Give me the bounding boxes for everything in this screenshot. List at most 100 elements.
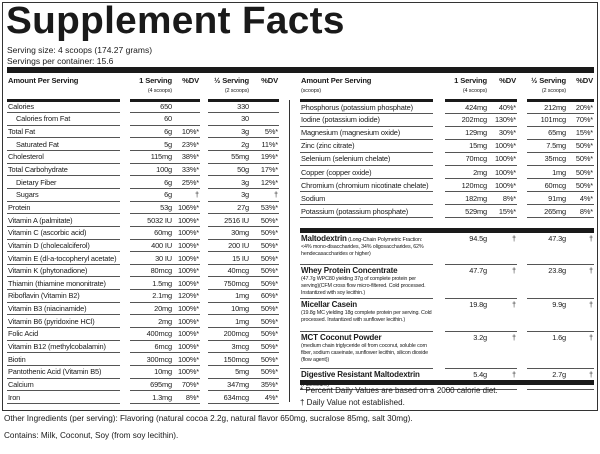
dv-1-serving: †: [488, 298, 517, 332]
nutrient-name: Vitamin A (palmitate): [7, 213, 120, 227]
amount-1-serving: 650: [130, 100, 173, 114]
dv-half-serving: 50%*: [250, 314, 279, 329]
dv-1-serving: 100%*: [488, 165, 517, 180]
dv-half-serving: 8%*: [567, 204, 594, 219]
nutrient-row: Selenium (selenium chelate) 70mcg 100%* 3…: [300, 152, 594, 166]
dv-half-serving: 60%*: [250, 289, 279, 303]
amount-half-serving: 3mcg: [208, 340, 250, 354]
amount-1-serving: 19.8g: [445, 298, 488, 332]
nutrient-name: Vitamin C (ascorbic acid): [7, 226, 120, 240]
dv-1-serving: 23%*: [173, 137, 200, 152]
nutrient-name: Riboflavin (Vitamin B2): [7, 289, 120, 303]
header-dv2: %DV: [250, 76, 279, 102]
dv-1-serving: 100%*: [173, 352, 200, 366]
amount-half-serving: 101mcg: [527, 113, 567, 127]
dv-half-serving: 50%*: [250, 226, 279, 240]
dv-half-serving: 4%*: [250, 390, 279, 404]
header-serving1: 1 Serving (4 scoops): [130, 76, 173, 102]
nutrient-row: Calcium 695mg 70%* 347mg 35%*: [7, 378, 279, 392]
nutrient-name: Pantothenic Acid (Vitamin B5): [7, 365, 120, 379]
nutrient-row: Potassium (potassium phosphate) 529mg 15%…: [300, 204, 594, 219]
dv-1-serving: 38%*: [173, 150, 200, 164]
amount-1-serving: 80mcg: [130, 264, 173, 278]
dv-half-serving: 50%*: [250, 239, 279, 253]
dv-half-serving: 50%*: [567, 165, 594, 180]
amount-1-serving: 129mg: [445, 126, 488, 140]
thick-divider: [7, 67, 594, 73]
nutrient-name: Calories from Fat: [7, 112, 120, 126]
nutrient-row: Vitamin B3 (niacinamide) 20mg 100%* 10mg 5…: [7, 302, 279, 316]
amount-half-serving: 1mg: [208, 314, 250, 329]
nutrient-row: Iron 1.3mg 8%* 634mcg 4%*: [7, 390, 279, 404]
right-nutrient-table: Amount Per Serving (scoops) 1 Serving (4 s…: [300, 76, 594, 219]
amount-half-serving: 15 IU: [208, 251, 250, 265]
amount-half-serving: 2.7g: [527, 368, 567, 390]
amount-half-serving: 200 IU: [208, 239, 250, 253]
header-amount: Amount Per Serving (scoops): [300, 76, 433, 102]
nutrient-row: Dietary Fiber 6g 25%* 3g 12%*: [7, 175, 279, 189]
nutrient-row: Riboflavin (Vitamin B2) 2.1mg 120%* 1mg 60…: [7, 289, 279, 303]
dv-half-serving: 50%*: [250, 327, 279, 341]
dv-1-serving: †: [488, 264, 517, 299]
amount-1-serving: 10mg: [130, 365, 173, 379]
footnote-percent-dv: * Percent Daily Values are based on a 20…: [300, 386, 498, 395]
amount-1-serving: 3.2g: [445, 331, 488, 369]
dv-half-serving: 50%*: [250, 251, 279, 265]
amount-half-serving: 200mcg: [208, 327, 250, 341]
dv-half-serving: 50%*: [567, 178, 594, 193]
amount-1-serving: 695mg: [130, 378, 173, 392]
dv-1-serving: 100%*: [173, 213, 200, 227]
dv-half-serving: 50%*: [250, 213, 279, 227]
dv-half-serving: †: [567, 264, 594, 299]
amount-half-serving: 330: [208, 100, 250, 114]
dv-half-serving: 12%*: [250, 175, 279, 189]
nutrient-row: Total Carbohydrate 100g 33%* 50g 17%*: [7, 163, 279, 177]
dv-half-serving: †: [567, 331, 594, 369]
nutrient-row: Iodine (potassium iodide) 202mcg 130%* 10…: [300, 113, 594, 127]
blend-description: (47.7g WPC80 yielding 37g of complete pr…: [301, 275, 426, 296]
amount-half-serving: 212mg: [527, 100, 567, 114]
nutrient-name: Chromium (chromium nicotinate chelate): [300, 178, 433, 193]
thick-divider: [300, 228, 594, 233]
left-nutrient-table: Amount Per Serving 1 Serving (4 scoops) %…: [7, 76, 279, 404]
dv-1-serving: 100%*: [488, 178, 517, 193]
amount-1-serving: 115mg: [130, 150, 173, 164]
amount-half-serving: 1mg: [527, 165, 567, 180]
amount-half-serving: 27g: [208, 201, 250, 215]
amount-1-serving: 202mcg: [445, 113, 488, 127]
blend-row: Micellar Casein (19.8g MC yielding 18g co…: [300, 298, 594, 332]
nutrient-name: Sugars: [7, 188, 120, 202]
dv-half-serving: [250, 100, 279, 114]
dv-half-serving: 50%*: [250, 264, 279, 278]
dv-half-serving: 15%*: [567, 126, 594, 140]
amount-half-serving: 30: [208, 112, 250, 126]
dv-half-serving: †: [250, 188, 279, 202]
nutrient-row: Magnesium (magnesium oxide) 129mg 30%* 65…: [300, 126, 594, 140]
dv-1-serving: †: [173, 188, 200, 202]
nutrient-name: Iron: [7, 390, 120, 404]
header-dv1: %DV: [488, 76, 517, 102]
amount-half-serving: 9.9g: [527, 298, 567, 332]
amount-half-serving: 347mg: [208, 378, 250, 392]
dv-1-serving: 10%*: [173, 125, 200, 139]
nutrient-name: Sodium: [300, 191, 433, 206]
nutrient-name: Total Carbohydrate: [7, 163, 120, 177]
amount-1-serving: 15mg: [445, 139, 488, 153]
nutrient-name: Vitamin B6 (pyridoxine HCl): [7, 314, 120, 329]
nutrient-name: Potassium (potassium phosphate): [300, 204, 433, 219]
amount-half-serving: 7.5mg: [527, 139, 567, 153]
dv-1-serving: 100%*: [173, 264, 200, 278]
nutrient-row: Total Fat 6g 10%* 3g 5%*: [7, 125, 279, 139]
amount-half-serving: 47.3g: [527, 233, 567, 265]
dv-1-serving: 33%*: [173, 163, 200, 177]
nutrient-name: Dietary Fiber: [7, 175, 120, 189]
nutrient-row: Saturated Fat 5g 23%* 2g 11%*: [7, 137, 279, 152]
amount-1-serving: 100g: [130, 163, 173, 177]
amount-half-serving: 23.8g: [527, 264, 567, 299]
dv-half-serving: 4%*: [567, 191, 594, 206]
amount-1-serving: 2mg: [130, 314, 173, 329]
amount-half-serving: 60mcg: [527, 178, 567, 193]
dv-1-serving: 8%*: [173, 390, 200, 404]
nutrient-name: Calcium: [7, 378, 120, 392]
nutrient-name: Vitamin B3 (niacinamide): [7, 302, 120, 316]
